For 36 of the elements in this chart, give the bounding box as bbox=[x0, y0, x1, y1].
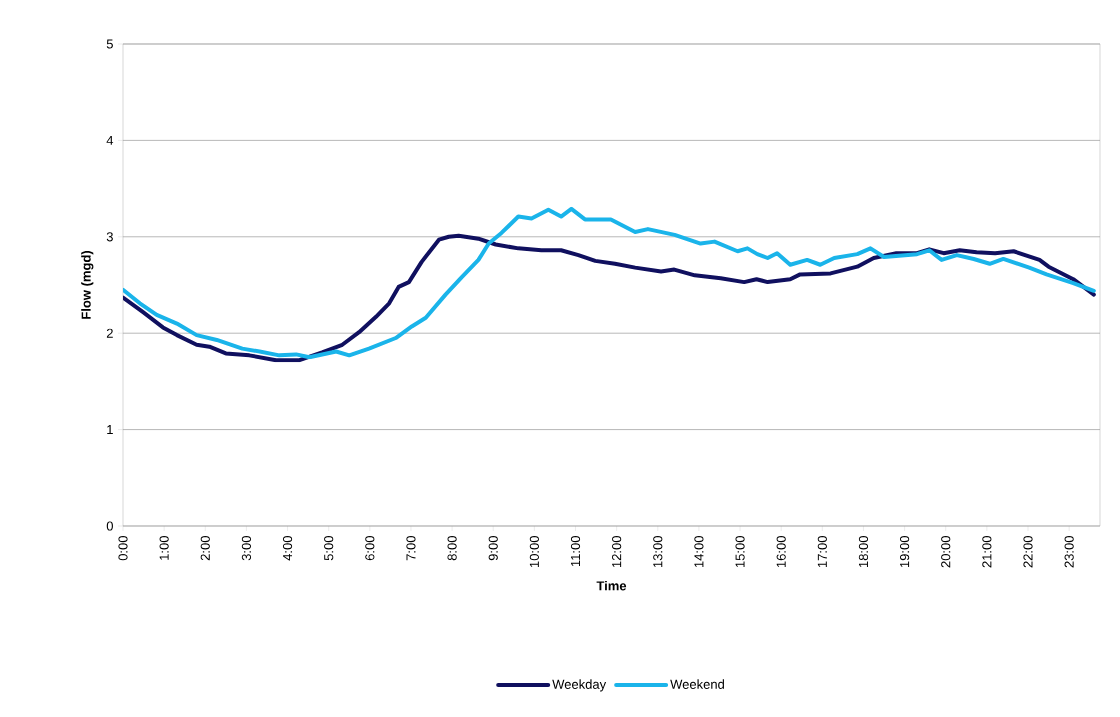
x-tick-label: 15:00 bbox=[735, 536, 745, 568]
x-tick-label: 20:00 bbox=[941, 536, 951, 568]
x-tick-label: 19:00 bbox=[900, 536, 910, 568]
x-tick-label: 17:00 bbox=[817, 536, 827, 568]
x-tick-label: 0:00 bbox=[118, 536, 128, 561]
y-tick-label: 3 bbox=[106, 232, 113, 242]
line-series bbox=[123, 233, 1096, 363]
y-tick-label: 2 bbox=[106, 328, 113, 338]
x-tick-label: 18:00 bbox=[858, 536, 869, 568]
x-axis-title: Time bbox=[596, 580, 627, 591]
x-tick-label: 2:00 bbox=[200, 536, 210, 561]
line-series bbox=[123, 206, 1096, 360]
x-tick-label: 22:00 bbox=[1023, 536, 1033, 568]
x-tick-label: 4:00 bbox=[282, 536, 293, 561]
x-tick-label: 1:00 bbox=[159, 536, 169, 560]
y-tick-label: 5 bbox=[106, 39, 113, 49]
y-tick-label: 4 bbox=[106, 135, 114, 145]
x-tick-label: 23:00 bbox=[1064, 536, 1074, 568]
x-tick-label: 6:00 bbox=[365, 536, 375, 561]
y-tick-label: 0 bbox=[106, 521, 113, 531]
x-tick-label: 21:00 bbox=[982, 536, 992, 568]
y-tick-label: 1 bbox=[107, 425, 113, 435]
x-tick-label: 10:00 bbox=[529, 536, 539, 568]
x-tick-label: 12:00 bbox=[612, 536, 622, 568]
legend-label: Weekday bbox=[552, 679, 607, 692]
y-axis-title: Flow (mgd) bbox=[81, 250, 94, 319]
x-tick-label: 9:00 bbox=[488, 536, 498, 561]
x-tick-label: 13:00 bbox=[653, 536, 663, 568]
x-tick-label: 3:00 bbox=[241, 536, 252, 561]
x-tick-label: 16:00 bbox=[776, 536, 786, 568]
x-tick-label: 14:00 bbox=[694, 536, 704, 568]
x-tick-label: 7:00 bbox=[406, 536, 416, 561]
x-tick-label: 5:00 bbox=[324, 536, 334, 561]
x-tick-label: 8:00 bbox=[447, 536, 457, 561]
legend-label: Weekend bbox=[670, 679, 724, 689]
x-tick-label: 11:00 bbox=[570, 536, 581, 567]
